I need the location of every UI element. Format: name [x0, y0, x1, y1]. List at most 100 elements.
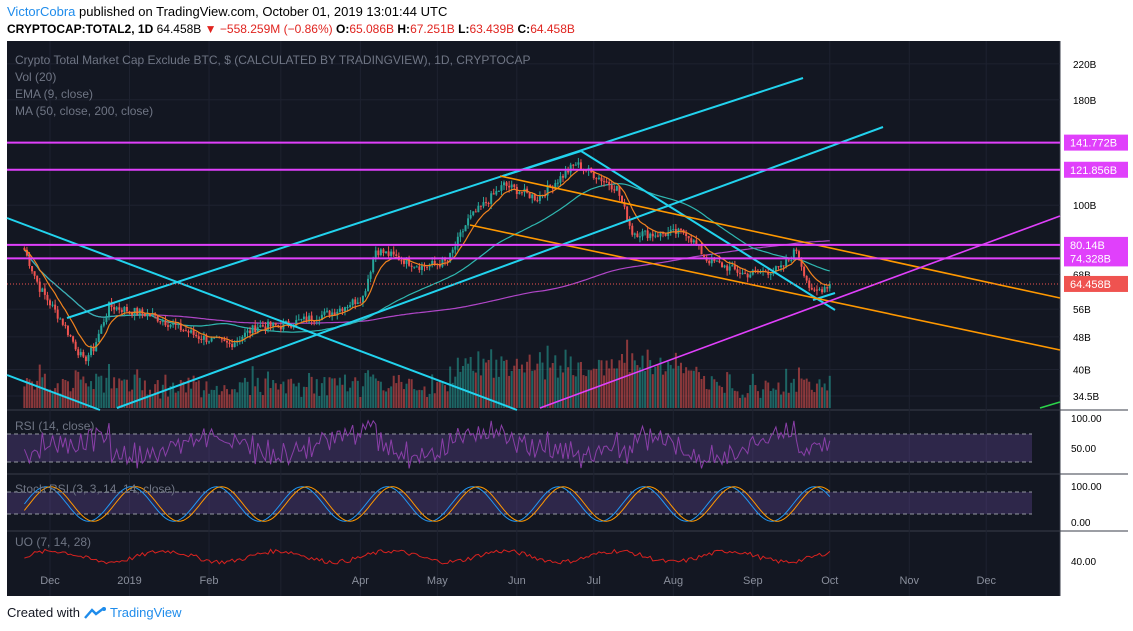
candle-body [613, 189, 616, 191]
volume-bar [792, 378, 795, 408]
candle-body [84, 356, 87, 362]
trendline-drawings[interactable] [6, 77, 1061, 411]
candle-body [813, 289, 816, 291]
tradingview-brand-link[interactable]: TradingView [109, 605, 182, 620]
volume-bar [746, 393, 749, 408]
candle-body [228, 342, 231, 344]
candle-body [520, 192, 523, 194]
volume-bar [279, 384, 282, 408]
volume-bar [723, 392, 726, 408]
y-tick-label: 34.5B [1073, 392, 1099, 403]
y-tick-label: 100B [1073, 201, 1097, 212]
candle-body [100, 325, 103, 334]
volume-bar [179, 380, 182, 408]
candle-body [251, 325, 254, 334]
candle-body [456, 236, 459, 247]
volume-bar [64, 380, 67, 408]
x-tick-label: Jul [587, 575, 601, 587]
low-value: 63.439B [469, 22, 515, 36]
candle-body [431, 261, 434, 265]
candle-body [174, 323, 177, 325]
candle-body [451, 249, 454, 253]
volume-bar [751, 373, 754, 408]
candle-body [795, 249, 798, 252]
volume-bar [395, 383, 398, 408]
volume-bar [826, 390, 829, 408]
volume-bar [405, 383, 408, 408]
candle-body [408, 257, 411, 266]
candle-body [38, 281, 41, 292]
volume-bar [28, 379, 31, 408]
volume-bar [756, 391, 759, 408]
volume-bar [710, 376, 713, 408]
volume-bar [215, 385, 218, 408]
candle-body [274, 322, 277, 326]
volume-bar [423, 386, 426, 408]
price-label: 80.14B [1070, 240, 1105, 252]
volume-bar [256, 377, 259, 408]
volume-bar [718, 385, 721, 408]
volume-bar [554, 355, 557, 408]
volume-bar [249, 395, 252, 408]
volume-bar [492, 377, 495, 408]
candle-body [308, 315, 311, 322]
candle-body [759, 271, 762, 273]
close-value: 64.458B [530, 22, 575, 36]
candle-body [726, 265, 729, 271]
candle-body [559, 176, 562, 183]
candle-body [192, 330, 195, 335]
price-axis[interactable]: 220B 180B 100B 68B 56B 48B 40B 34.5B 141.772B 121… [1064, 60, 1128, 568]
volume-bar [195, 381, 198, 408]
uo-pane [24, 548, 831, 565]
candle-body [708, 260, 711, 264]
candle-body [744, 272, 747, 274]
volume-bar [313, 393, 316, 408]
chart-area[interactable]: 220B 180B 100B 68B 56B 48B 40B 34.5B 141.772B 121… [0, 0, 1133, 600]
candle-body [518, 192, 521, 195]
volume-bar [305, 387, 308, 408]
candle-body [620, 195, 623, 203]
volume-bar [738, 397, 741, 408]
volume-bar [49, 389, 51, 408]
candle-body [780, 265, 783, 268]
candle-body [305, 316, 308, 322]
volume-bar [336, 385, 339, 408]
stoch-rsi-pane [7, 486, 1032, 522]
last-price: 64.458B [156, 22, 202, 36]
candle-body [605, 181, 608, 183]
volume-bar [118, 378, 121, 408]
candle-body [166, 325, 169, 327]
candle-body [564, 170, 567, 178]
volume-bar [418, 389, 421, 408]
candle-body [615, 185, 618, 191]
volume-bar [351, 381, 354, 408]
volume-bar [692, 370, 695, 408]
candle-body [508, 185, 511, 188]
volume-bar [200, 397, 203, 408]
candle-body [610, 185, 613, 190]
author-link[interactable]: VictorCobra [7, 4, 76, 19]
volume-bar [202, 390, 205, 408]
volume-bar [472, 370, 475, 408]
candle-body [790, 259, 793, 261]
candle-body [415, 266, 418, 268]
volume-bar [23, 386, 26, 408]
candle-body [74, 341, 77, 350]
candle-body [54, 304, 57, 310]
candle-body [123, 306, 126, 312]
candle-body [28, 255, 31, 267]
low-label: L: [458, 22, 470, 36]
candle-body [387, 251, 390, 256]
volume-bar [456, 357, 459, 408]
time-axis[interactable]: Dec 2019 Feb Apr May Jun Jul Aug Sep Oct Nov Dec [40, 575, 996, 587]
y-tick-label: 220B [1073, 60, 1097, 71]
volume-bar [385, 391, 388, 408]
volume-bar [31, 381, 34, 408]
volume-bar [549, 367, 552, 408]
volume-bar [241, 382, 244, 408]
candle-body [113, 307, 116, 310]
volume-bar [741, 394, 744, 408]
volume-bar [295, 386, 298, 408]
price-label: 64.458B [1070, 279, 1111, 291]
volume-bar [762, 389, 765, 408]
